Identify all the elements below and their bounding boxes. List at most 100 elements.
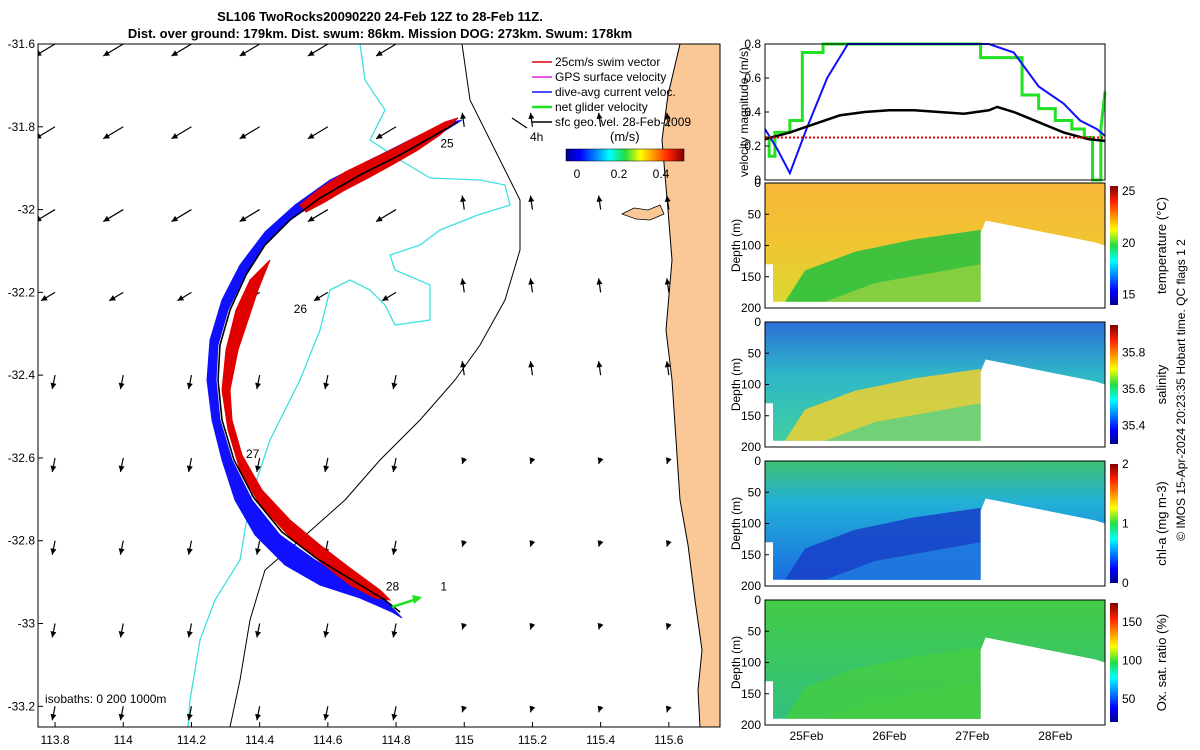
sfc-velocity-arrowhead — [50, 631, 57, 638]
map-xtick-label: 114.2 — [177, 733, 206, 747]
sfc-velocity-arrowhead — [50, 713, 57, 721]
sfc-velocity-arrowhead — [255, 631, 261, 638]
sfc-velocity-arrowhead — [323, 382, 330, 390]
sfc-velocity-arrowhead — [529, 457, 536, 464]
section-colorbar-tick: 25 — [1122, 184, 1136, 198]
legend-net: net glider velocity — [555, 100, 648, 114]
sfc-velocity-arrowhead — [460, 195, 467, 202]
day-label: 27 — [246, 447, 260, 461]
section-colorbar — [1110, 603, 1118, 722]
map-xtick-label: 115.2 — [518, 733, 547, 747]
sfc-velocity-arrowhead — [41, 295, 48, 301]
map-ytick-label: -33.2 — [8, 699, 36, 713]
section-colorbar-tick: 100 — [1122, 654, 1142, 668]
sfc-velocity-arrowhead — [391, 631, 398, 638]
sfc-velocity-arrowhead — [177, 295, 185, 301]
legend-gps: GPS surface velocity — [555, 70, 666, 84]
velocity-ytick-label: 0.4 — [744, 105, 761, 119]
section-colorbar-label: Ox. sat. ratio (%) — [1154, 614, 1169, 712]
sfc-velocity-arrowhead — [38, 50, 42, 56]
map-xtick-label: 115.4 — [586, 733, 615, 747]
glider-track — [217, 121, 459, 613]
map-y-ticks: -31.6 -31.8 -32 -32.2 -32.4 -32.6 -32.8 -33 -33.… — [8, 37, 43, 713]
section-ylabel: Depth (m) — [729, 636, 743, 689]
section-deep-core — [825, 264, 981, 302]
colorbar-tick-label: 0.4 — [653, 167, 670, 181]
sfc-velocity-arrowhead — [665, 457, 672, 464]
section-colorbar-tick: 1 — [1122, 517, 1129, 531]
sfc-velocity-arrowhead — [307, 215, 315, 222]
sfc-velocity-arrowhead — [596, 361, 603, 368]
section-deep-core — [825, 542, 981, 580]
map-ytick-label: -32.8 — [8, 534, 36, 548]
sfc-velocity-arrowhead — [528, 195, 535, 202]
section-4: 0 50 100 150 200 Depth (m) 0 1 2 chl-a (mg m-3) — [729, 454, 1169, 593]
sfc-velocity-arrowhead — [391, 713, 398, 721]
sfc-velocity-arrowhead — [103, 215, 110, 222]
isobaths-label: isobaths: 0 200 1000m — [45, 692, 166, 706]
sfc-velocity-arrowhead — [38, 133, 42, 139]
sfc-velocity-arrowhead — [529, 540, 536, 547]
section-5: 0 50 100 150 200 Depth (m) 50 100 150 Ox. sat. ra… — [729, 593, 1169, 743]
section-colorbar-label: temperature (°C) — [1154, 197, 1169, 294]
sfc-velocity-arrowhead — [665, 540, 672, 547]
sfc-velocity-arrowhead — [323, 631, 330, 638]
net-glider-velocity-arrowhead — [412, 595, 422, 604]
map-xtick-label: 115.6 — [654, 733, 683, 747]
section-2: 0 50 100 150 200 Depth (m) 15 20 25 temperature (… — [729, 176, 1169, 315]
section-colorbar-tick: 15 — [1122, 288, 1136, 302]
rottnest-island — [620, 204, 665, 221]
time-xtick-label: 28Feb — [1038, 729, 1072, 743]
map-xtick-label: 114.6 — [313, 733, 342, 747]
legend-sfc: sfc geo. vel. 28-Feb-2009 — [555, 115, 691, 129]
section-colorbar-tick: 35.4 — [1122, 419, 1146, 433]
section-ytick-label: 150 — [741, 687, 761, 701]
time-xtick-label: 27Feb — [955, 729, 989, 743]
velocity-y-ticks: 0 0.2 0.4 0.6 0.8 — [744, 37, 769, 187]
sfc-velocity-arrowhead — [528, 278, 535, 285]
sfc-velocity-arrowhead — [307, 133, 315, 139]
section-ytick-label: 100 — [741, 656, 761, 670]
sfc-velocity-arrowhead — [255, 465, 261, 472]
sfc-velocity-arrowhead — [239, 133, 247, 139]
map-ytick-label: -33 — [18, 617, 36, 631]
section-ytick-label: 150 — [741, 548, 761, 562]
velocity-ylabel: velocity magnitude (m/s) — [737, 47, 751, 177]
section-ytick-label: 200 — [741, 301, 761, 315]
sfc-velocity-arrowhead — [38, 215, 42, 222]
section-colorbar-tick: 0 — [1122, 576, 1129, 590]
map-xtick-label: 113.8 — [40, 733, 69, 747]
time-xtick-label: 26Feb — [872, 729, 906, 743]
sfc-velocity-arrowhead — [664, 278, 671, 285]
sfc-velocity-arrowhead — [597, 705, 604, 713]
sfc-velocity-arrowhead — [50, 465, 57, 472]
map-xtick-label: 114.8 — [381, 733, 410, 747]
sfc-velocity-arrowhead — [239, 215, 247, 222]
velocity-ytick-label: 0 — [754, 173, 761, 187]
day-label: 1 — [440, 579, 447, 593]
section-colorbar — [1110, 464, 1118, 583]
section-colorbar-label: salinity — [1154, 364, 1169, 404]
map-ytick-label: -32.4 — [8, 368, 36, 382]
sfc-velocity-arrowhead — [665, 705, 672, 713]
section-deep-core — [825, 681, 981, 719]
sfc-velocity-arrowhead — [323, 713, 330, 721]
section-colorbar-tick: 2 — [1122, 457, 1129, 471]
velocity-ytick-label: 0.8 — [744, 37, 761, 51]
section-3: 0 50 100 150 200 Depth (m) 35.4 35.6 35.8 salinit… — [729, 315, 1169, 454]
section-ytick-label: 100 — [741, 378, 761, 392]
sfc-velocity-arrowhead — [461, 622, 467, 630]
speed-colorbar-ticks: 0 0.2 0.4 — [574, 167, 670, 181]
sfc-velocity-arrowhead — [391, 548, 398, 555]
sfc-velocity-arrowhead — [460, 278, 467, 285]
sfc-velocity-arrowhead — [118, 631, 125, 638]
sfc-velocity-arrowhead — [461, 457, 467, 464]
velocity-series-line — [764, 105, 1106, 143]
map-ytick-label: -32.6 — [8, 451, 36, 465]
section-ylabel: Depth (m) — [729, 219, 743, 272]
section-ytick-label: 50 — [748, 346, 762, 360]
sfc-velocity-vector — [600, 44, 601, 45]
scale-arrow — [511, 117, 528, 129]
sfc-velocity-arrowhead — [664, 112, 671, 120]
